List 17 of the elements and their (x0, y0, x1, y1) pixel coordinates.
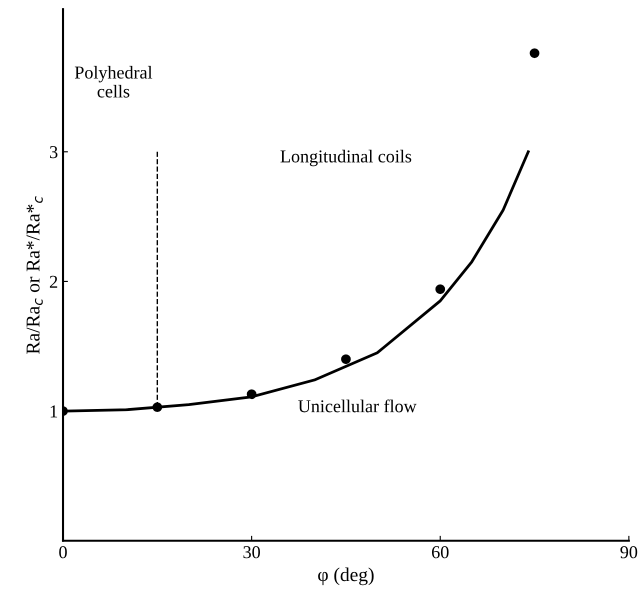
y-tick-label: 3 (50, 146, 58, 158)
y-tick-label: 2 (50, 276, 58, 288)
annotation: Longitudinal coils (280, 150, 412, 166)
y-axis-title: Ra/Ra$_{c}$ or Ra*/Ra*$_{c}$ (26, 196, 43, 354)
point (152, 402, 162, 412)
x-tick-label: 90 (620, 546, 638, 558)
annotation: Polyhedral cells (74, 66, 152, 98)
point (435, 284, 446, 294)
y-tick-label: 1 (50, 405, 58, 418)
x-tick-label: 60 (432, 546, 449, 558)
x-tick-label: 0 (59, 546, 67, 558)
point (530, 48, 540, 58)
x-tick-label: 30 (243, 546, 260, 558)
annotation: Unicellular flow (298, 399, 417, 412)
point (341, 354, 351, 364)
point (246, 389, 256, 400)
x-axis-title: φ (deg) (318, 568, 374, 586)
